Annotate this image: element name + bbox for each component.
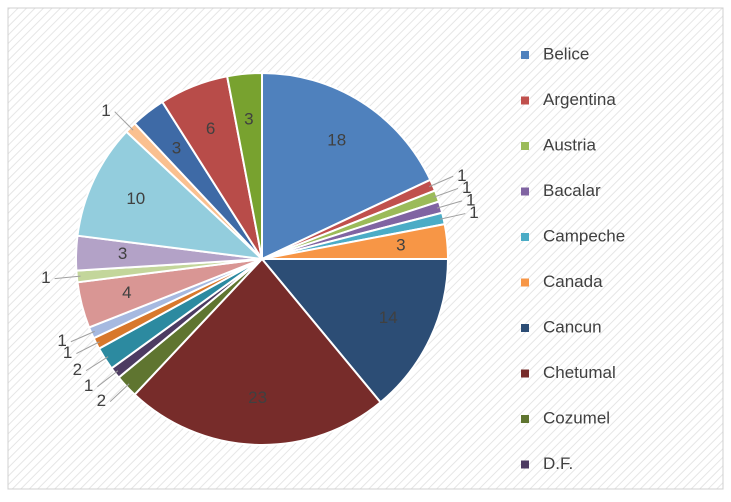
leader-line [70, 330, 95, 343]
pie-slice [225, 71, 263, 260]
data-label: 6 [206, 119, 215, 138]
pie-slice [259, 258, 450, 404]
leader-line [429, 175, 454, 188]
data-label: 23 [248, 388, 267, 407]
pie-slice [133, 257, 382, 446]
data-label: 1 [57, 331, 66, 350]
data-label: 3 [172, 138, 181, 157]
data-label: 1 [457, 166, 466, 185]
leader-line [85, 356, 109, 372]
data-label: 1 [469, 203, 478, 222]
data-label: 1 [101, 101, 110, 120]
data-label: 3 [244, 110, 253, 129]
data-label: 2 [73, 360, 82, 379]
legend-label: Bacalar [543, 181, 601, 200]
data-label: 3 [396, 235, 405, 254]
legend-label: Chetumal [543, 363, 616, 382]
legend-swatch [521, 369, 529, 378]
legend-swatch [521, 324, 529, 332]
data-label: 1 [84, 376, 93, 395]
data-label: 3 [118, 244, 127, 263]
data-label: 14 [379, 308, 398, 327]
leader-line [114, 111, 134, 131]
legend-swatch [521, 187, 529, 196]
legend-label: Canada [543, 272, 603, 291]
legend-swatch [521, 51, 529, 59]
data-label: 1 [63, 343, 72, 362]
data-label: 1 [466, 190, 475, 209]
leader-line [54, 275, 81, 280]
pie-slice [261, 71, 432, 261]
legend-label: Argentina [543, 90, 616, 109]
legend: Belice Argentina Austria Bacalar Campeche Can… [521, 44, 625, 473]
leader-line [436, 200, 463, 209]
data-label: 4 [122, 283, 131, 302]
data-label: 10 [126, 189, 145, 208]
legend-label: Campeche [543, 226, 625, 245]
data-label: 2 [97, 391, 106, 410]
legend-swatch [521, 278, 529, 287]
legend-label: D.F. [543, 454, 573, 473]
legend-label: Cancun [543, 317, 602, 336]
legend-swatch [521, 460, 529, 469]
leader-line [433, 187, 459, 198]
leader-line [439, 213, 466, 220]
leader-line [97, 370, 119, 388]
legend-label: Austria [543, 135, 596, 154]
data-label: 1 [462, 178, 471, 197]
legend-swatch [521, 233, 529, 241]
data-label: 1 [41, 268, 50, 287]
legend-swatch [521, 415, 529, 423]
legend-label: Belice [543, 44, 589, 63]
legend-swatch [521, 96, 529, 105]
legend-swatch [521, 142, 529, 150]
pie-slice [76, 130, 265, 261]
leader-line [109, 383, 130, 402]
legend-label: Cozumel [543, 408, 610, 427]
data-label: 18 [327, 131, 346, 150]
leader-line [76, 341, 100, 355]
